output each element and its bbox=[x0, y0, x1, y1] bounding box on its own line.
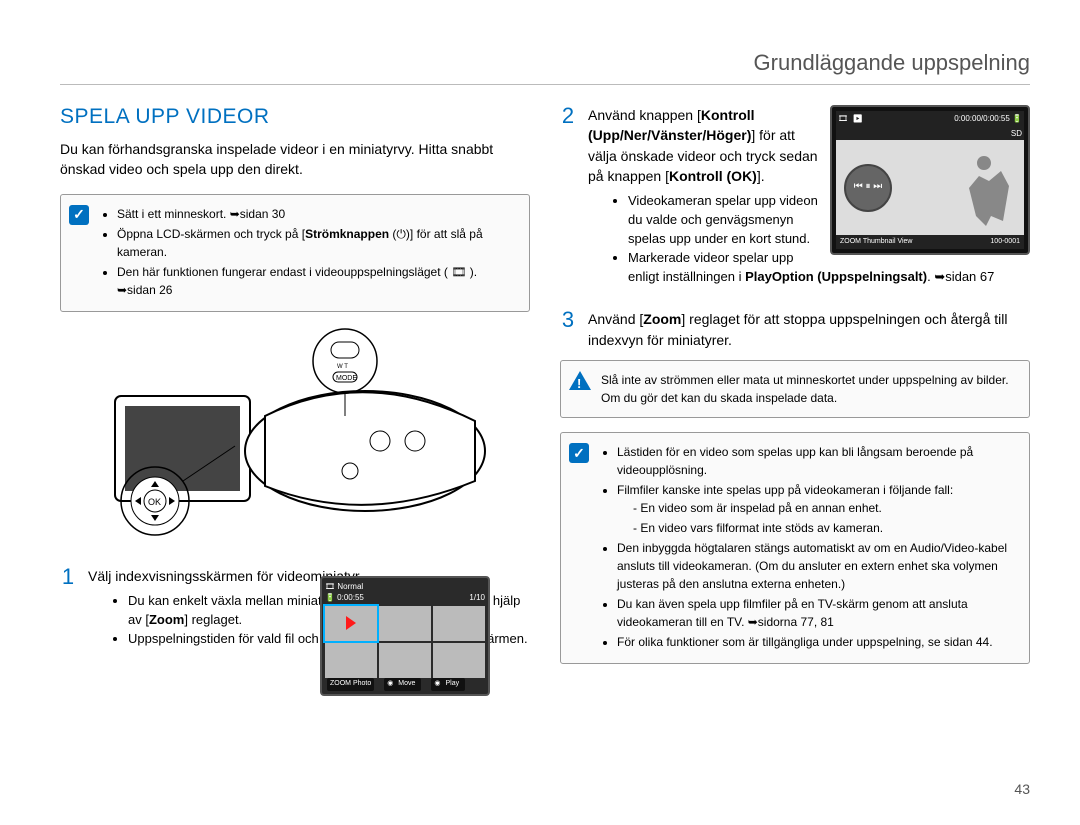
note-sub-item: En video vars filformat inte stöds av ka… bbox=[633, 519, 1019, 537]
note-item: Filmfiler kanske inte spelas upp på vide… bbox=[617, 481, 1019, 537]
prereq-item: Sätt i ett minneskort. ➥sidan 30 bbox=[117, 205, 519, 223]
prereq-item: Den här funktionen fungerar endast i vid… bbox=[117, 263, 519, 299]
step-2-text: Använd knappen [Kontroll (Upp/Ner/Vänste… bbox=[588, 107, 818, 184]
page-number: 43 bbox=[1014, 781, 1030, 797]
step-3-text: Använd [Zoom] reglaget för att stoppa up… bbox=[588, 311, 1007, 347]
note-item: För olika funktioner som är tillgängliga… bbox=[617, 633, 1019, 651]
prerequisites-box: ✓ Sätt i ett minneskort. ➥sidan 30 Öppna… bbox=[60, 194, 530, 312]
warning-icon bbox=[569, 371, 591, 390]
page-title: SPELA UPP VIDEOR bbox=[60, 105, 530, 129]
check-icon: ✓ bbox=[569, 443, 589, 463]
note-item: Du kan även spela upp filmfiler på en TV… bbox=[617, 595, 1019, 631]
section-header: Grundläggande uppspelning bbox=[60, 50, 1030, 85]
step-number: 3 bbox=[560, 309, 576, 331]
warning-text: Slå inte av strömmen eller mata ut minne… bbox=[601, 373, 1009, 405]
intro-text: Du kan förhandsgranska inspelade videor … bbox=[60, 139, 530, 180]
thumbnail-screen: 🎞 Normal 🔋 0:00:55 1/10 bbox=[320, 576, 490, 696]
play-controls-icon: ⏮ ⏸ ⏭ bbox=[844, 164, 892, 212]
left-column: SPELA UPP VIDEOR Du kan förhandsgranska … bbox=[60, 105, 530, 706]
notes-box: ✓ Lästiden för en video som spelas upp k… bbox=[560, 432, 1030, 664]
warning-box: Slå inte av strömmen eller mata ut minne… bbox=[560, 360, 1030, 418]
svg-text:W T: W T bbox=[337, 364, 348, 370]
step-number: 2 bbox=[560, 105, 576, 127]
right-column: 2 🎞 ▶ 0:00:00/0:00:55 🔋 SD ⏮ ⏸ ⏭ bbox=[560, 105, 1030, 706]
step-2: 2 🎞 ▶ 0:00:00/0:00:55 🔋 SD ⏮ ⏸ ⏭ bbox=[560, 105, 1030, 299]
step-1: 1 Välj indexvisningsskärmen för videomin… bbox=[60, 566, 530, 696]
playback-screen: 🎞 ▶ 0:00:00/0:00:55 🔋 SD ⏮ ⏸ ⏭ ZOOM Thum… bbox=[830, 105, 1030, 255]
prereq-item: Öppna LCD-skärmen och tryck på [Strömkna… bbox=[117, 225, 519, 261]
note-sub-item: En video som är inspelad på en annan enh… bbox=[633, 499, 1019, 517]
svg-text:OK: OK bbox=[148, 497, 161, 507]
check-icon: ✓ bbox=[69, 205, 89, 225]
note-item: Den inbyggda högtalaren stängs automatis… bbox=[617, 539, 1019, 593]
note-item: Lästiden för en video som spelas upp kan… bbox=[617, 443, 1019, 479]
step-number: 1 bbox=[60, 566, 76, 588]
step-3: 3 Använd [Zoom] reglaget för att stoppa … bbox=[560, 309, 1030, 350]
camera-illustration: W T MODE OK bbox=[60, 326, 530, 556]
svg-text:MODE: MODE bbox=[336, 375, 357, 382]
